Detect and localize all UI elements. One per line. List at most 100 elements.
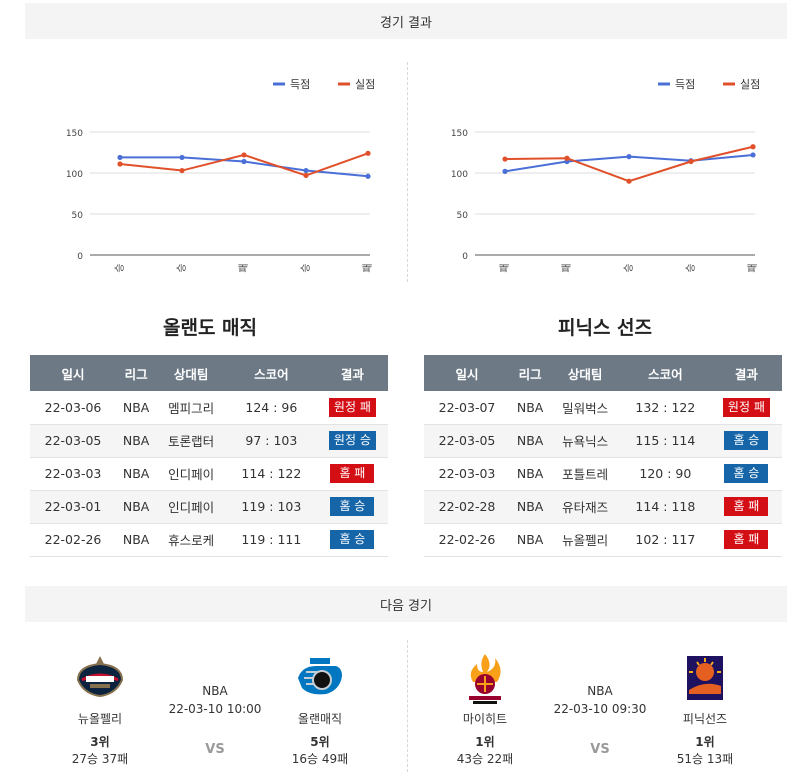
result-badge: 원정 패 <box>722 397 770 417</box>
x-tick-label: 승 <box>300 263 312 272</box>
series-line-conceded <box>504 145 754 183</box>
col-score: 스코어 <box>225 355 317 391</box>
game-opponent: 토론랩터 <box>156 424 226 458</box>
game-opponent: 인디페이 <box>156 490 226 524</box>
col-date: 일시 <box>30 355 117 391</box>
data-point <box>750 144 756 150</box>
team-rank: 1위 <box>475 735 495 749</box>
legend-label: 실점 <box>740 78 760 91</box>
team-record: 43승 22패 <box>456 752 514 766</box>
team-rank: 1위 <box>695 735 715 749</box>
game-score: 120 : 90 <box>619 457 711 491</box>
orlando-results-table: 일시 리그 상대팀 스코어 결과 22-03-06 NBA 멤피그리 124 : 96… <box>30 355 388 557</box>
game-opponent: 뉴욕닉스 <box>550 424 620 458</box>
game-opponent: 인디페이 <box>156 457 226 491</box>
phoenix-results-table: 일시 리그 상대팀 스코어 결과 22-03-07 NBA 밀워벅스 132 : 12… <box>424 355 782 557</box>
results-section-title: 경기 결과 <box>380 15 432 31</box>
game-league: NBA <box>510 391 551 425</box>
result-badge: 원정 패 <box>328 397 376 417</box>
game-league: NBA <box>116 391 157 425</box>
game-opponent: 포틀트레 <box>550 457 620 491</box>
game-date: 22-03-06 <box>30 391 117 425</box>
game-league: NBA <box>510 490 551 524</box>
game-result-cell: 홈 패 <box>710 490 782 524</box>
y-tick-label: 100 <box>66 170 83 180</box>
game-date: 22-02-26 <box>30 523 117 557</box>
suns-logo-icon <box>687 656 723 700</box>
game-league: NBA <box>510 424 551 458</box>
team-name: 피닉선즈 <box>682 712 728 726</box>
col-opponent: 상대팀 <box>156 355 226 391</box>
table-row: 22-02-28 NBA 유타재즈 114 : 118 홈 패 <box>424 490 782 524</box>
legend-label: 득점 <box>290 78 310 91</box>
home-team: 마이히트 1위 43승 22패 <box>425 650 545 767</box>
x-tick-label: 패 <box>362 263 374 272</box>
y-tick-label: 100 <box>451 170 468 180</box>
next-game-section-title: 다음 경기 <box>380 598 432 614</box>
match-league: NBA <box>587 684 613 698</box>
team-record: 16승 49패 <box>291 752 349 766</box>
game-opponent: 유타재즈 <box>550 490 620 524</box>
match-info: NBA 22-03-10 10:00 VS <box>145 683 285 757</box>
next-match-card: 뉴올펠리 3위 27승 37패 NBA 22-03-10 10:00 VS 올랜… <box>25 650 405 775</box>
data-point <box>365 173 371 179</box>
result-badge: 홈 패 <box>724 530 769 549</box>
table-row: 22-03-03 NBA 인디페이 114 : 122 홈 패 <box>30 457 388 491</box>
match-datetime: 22-03-10 09:30 <box>553 702 647 716</box>
data-point <box>502 156 508 162</box>
game-result-cell: 홈 승 <box>316 490 388 524</box>
x-tick-label: 승 <box>114 263 126 272</box>
game-result-cell: 홈 승 <box>710 457 782 491</box>
game-result-cell: 원정 패 <box>710 391 782 425</box>
y-tick-label: 0 <box>462 252 468 262</box>
result-badge: 홈 승 <box>724 464 769 483</box>
x-tick-label: 패 <box>499 263 511 272</box>
away-team: 피닉선즈 1위 51승 13패 <box>645 650 765 767</box>
x-tick-label: 패 <box>747 263 759 272</box>
table-row: 22-03-05 NBA 뉴욕닉스 115 : 114 홈 승 <box>424 424 782 458</box>
x-tick-label: 승 <box>623 263 635 272</box>
col-result: 결과 <box>710 355 782 391</box>
table-row: 22-03-07 NBA 밀워벅스 132 : 122 원정 패 <box>424 391 782 425</box>
game-date: 22-03-07 <box>424 391 511 425</box>
next-games-divider <box>407 640 408 772</box>
phoenix-score-chart: 득점 실점 0 50 100 150 패 패 승 승 패 <box>415 58 785 288</box>
data-point <box>626 154 632 160</box>
game-date: 22-03-05 <box>424 424 511 458</box>
table-row: 22-02-26 NBA 휴스로케 119 : 111 홈 승 <box>30 523 388 557</box>
game-result-cell: 홈 승 <box>316 523 388 557</box>
data-point <box>117 154 123 161</box>
data-point <box>365 150 371 156</box>
data-point <box>626 178 632 184</box>
match-info: NBA 22-03-10 09:30 VS <box>530 683 670 757</box>
game-score: 97 : 103 <box>225 424 317 458</box>
chart-legend: 득점 실점 <box>273 78 375 91</box>
result-badge: 원정 승 <box>328 431 376 450</box>
vs-label: VS <box>205 742 225 757</box>
data-point <box>502 168 508 174</box>
game-league: NBA <box>510 523 551 557</box>
table-row: 22-03-03 NBA 포틀트레 120 : 90 홈 승 <box>424 457 782 491</box>
data-point <box>179 154 185 161</box>
orlando-score-chart: 득점 실점 0 50 100 150 승 승 패 승 패 <box>30 58 400 288</box>
result-badge: 홈 승 <box>330 497 375 516</box>
data-point <box>303 172 309 179</box>
y-tick-label: 0 <box>77 252 83 262</box>
phoenix-chart-svg: 득점 실점 0 50 100 150 패 패 승 승 패 <box>451 78 760 273</box>
game-league: NBA <box>116 490 157 524</box>
game-result-cell: 홈 승 <box>710 424 782 458</box>
game-league: NBA <box>116 424 157 458</box>
col-league: 리그 <box>510 355 551 391</box>
team-rank: 3위 <box>90 735 110 749</box>
col-date: 일시 <box>424 355 511 391</box>
table-row: 22-03-05 NBA 토론랩터 97 : 103 원정 승 <box>30 424 388 458</box>
match-datetime: 22-03-10 10:00 <box>168 702 262 716</box>
data-point <box>688 158 694 165</box>
team-name: 올랜매직 <box>297 712 343 726</box>
x-tick-label: 패 <box>238 263 250 272</box>
game-league: NBA <box>116 523 157 557</box>
next-match-card: 마이히트 1위 43승 22패 NBA 22-03-10 09:30 VS 피닉… <box>410 650 790 775</box>
home-team: 뉴올펠리 3위 27승 37패 <box>40 650 160 767</box>
game-score: 102 : 117 <box>619 523 711 557</box>
orlando-chart-svg: 득점 실점 0 50 100 150 승 승 패 승 패 <box>66 78 375 273</box>
